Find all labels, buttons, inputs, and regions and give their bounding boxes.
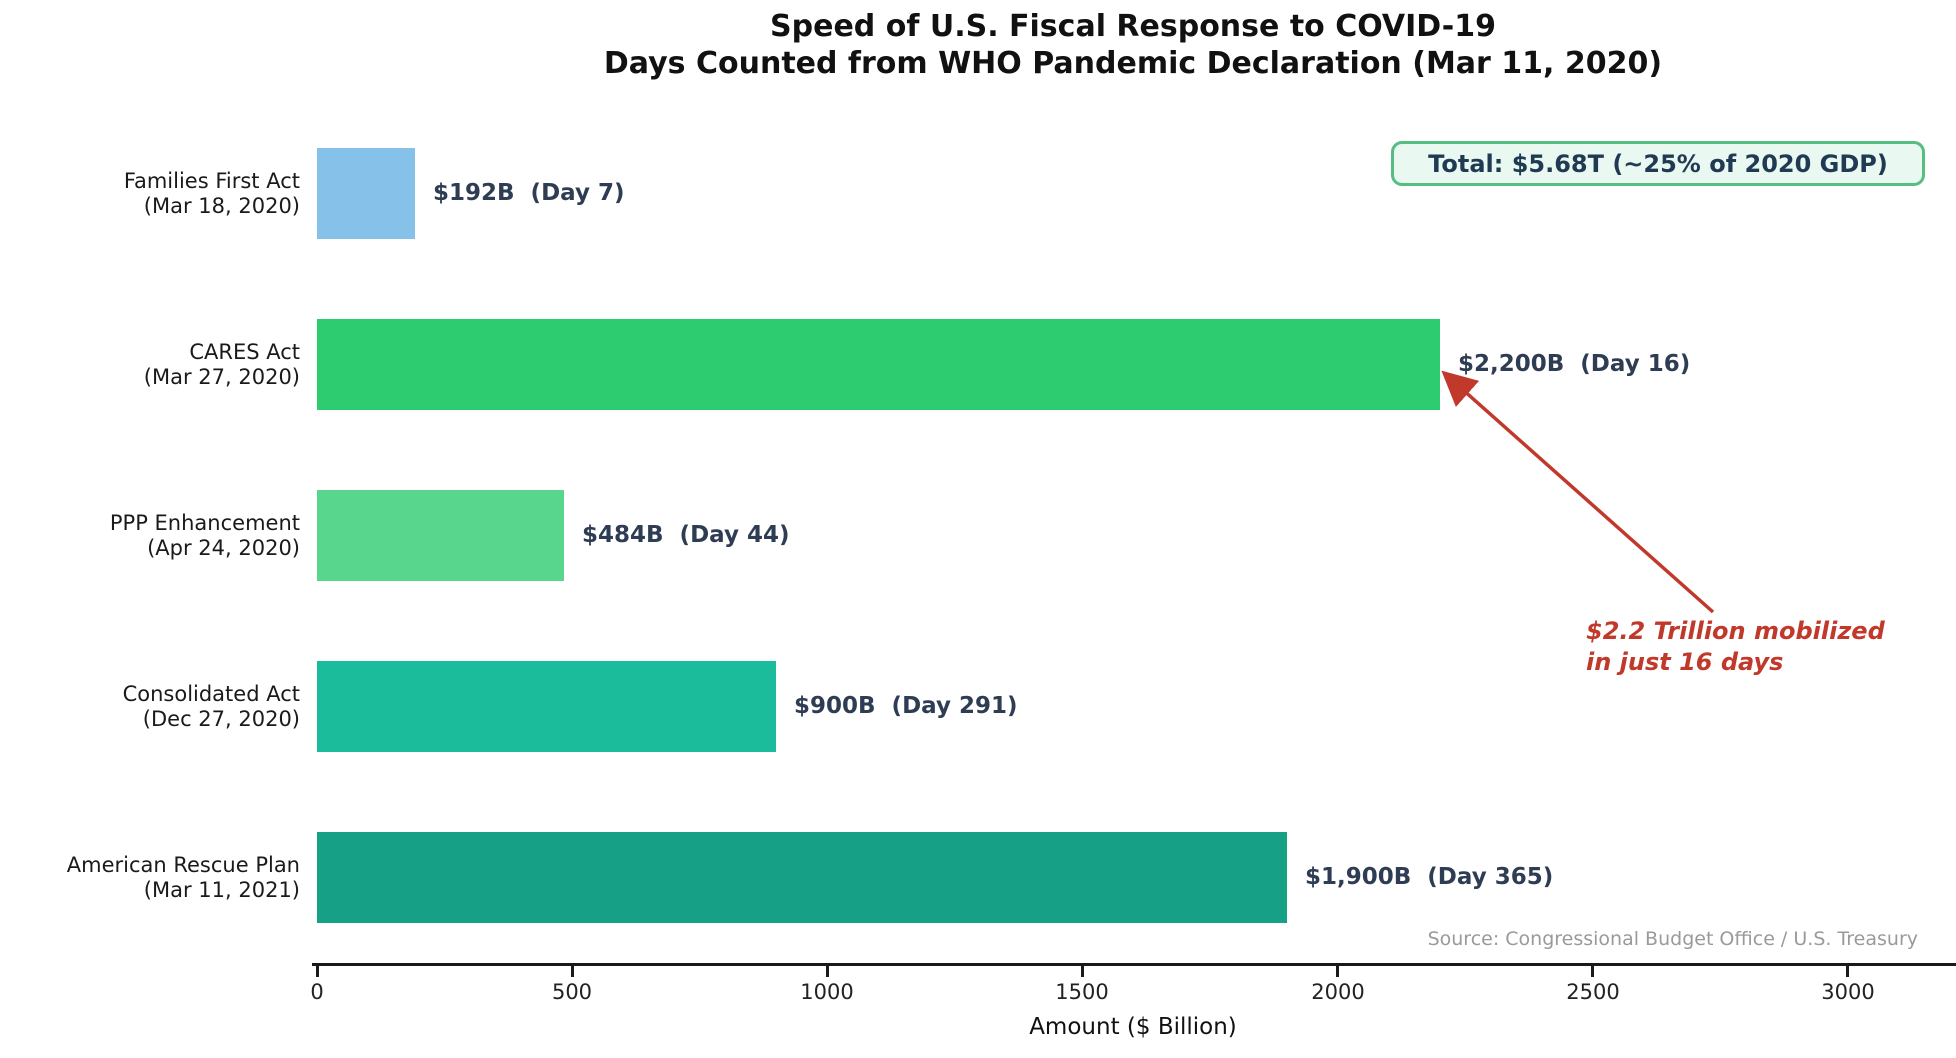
bar — [317, 148, 415, 239]
x-tick-mark — [826, 964, 829, 977]
bar — [317, 661, 776, 752]
category-date: (Mar 27, 2020) — [143, 364, 300, 389]
category-label: PPP Enhancement (Apr 24, 2020) — [0, 511, 300, 561]
x-tick-mark — [316, 964, 319, 977]
x-tick-label: 2500 — [1566, 980, 1620, 1004]
x-tick-mark — [1336, 964, 1339, 977]
x-tick-mark — [1591, 964, 1594, 977]
bar — [317, 832, 1287, 923]
chart-subtitle: Days Counted from WHO Pandemic Declarati… — [603, 46, 1663, 81]
total-badge: Total: $5.68T (~25% of 2020 GDP) — [1391, 141, 1925, 186]
category-label: Families First Act (Mar 18, 2020) — [0, 169, 300, 219]
category-label: Consolidated Act (Dec 27, 2020) — [0, 682, 300, 732]
category-label: American Rescue Plan (Mar 11, 2021) — [0, 853, 300, 903]
x-tick-label: 1000 — [800, 980, 854, 1004]
x-axis-title: Amount ($ Billion) — [1029, 1014, 1237, 1040]
annotation-line-2: in just 16 days — [1586, 648, 1784, 676]
bar — [317, 319, 1440, 410]
value-label: $484B (Day 44) — [582, 521, 790, 548]
x-tick-label: 1500 — [1055, 980, 1109, 1004]
category-name: CARES Act — [189, 339, 300, 364]
x-tick-mark — [1846, 964, 1849, 977]
annotation-text: $2.2 Trillion mobilized in just 16 days — [1586, 616, 1885, 678]
bar — [317, 490, 564, 581]
x-tick-label: 500 — [551, 980, 593, 1004]
value-label: $2,200B (Day 16) — [1458, 350, 1691, 377]
x-tick-mark — [571, 964, 574, 977]
category-name: Consolidated Act — [122, 681, 300, 706]
value-label: $1,900B (Day 365) — [1305, 863, 1554, 890]
x-tick-label: 3000 — [1821, 980, 1875, 1004]
category-name: PPP Enhancement — [109, 510, 300, 535]
x-tick-label: 0 — [310, 980, 324, 1004]
annotation-line-1: $2.2 Trillion mobilized — [1586, 617, 1885, 645]
x-axis-line — [312, 963, 1956, 966]
category-label: CARES Act (Mar 27, 2020) — [0, 340, 300, 390]
value-label: $192B (Day 7) — [433, 179, 625, 206]
value-label: $900B (Day 291) — [794, 692, 1018, 719]
x-tick-label: 2000 — [1311, 980, 1365, 1004]
source-note: Source: Congressional Budget Office / U.… — [1427, 928, 1918, 950]
category-name: American Rescue Plan — [66, 852, 300, 877]
category-name: Families First Act — [123, 168, 300, 193]
category-date: (Apr 24, 2020) — [147, 535, 300, 560]
category-date: (Mar 18, 2020) — [143, 193, 300, 218]
x-tick-mark — [1081, 964, 1084, 977]
category-date: (Mar 11, 2021) — [143, 877, 300, 902]
category-date: (Dec 27, 2020) — [142, 706, 300, 731]
chart-title: Speed of U.S. Fiscal Response to COVID-1… — [770, 9, 1496, 44]
